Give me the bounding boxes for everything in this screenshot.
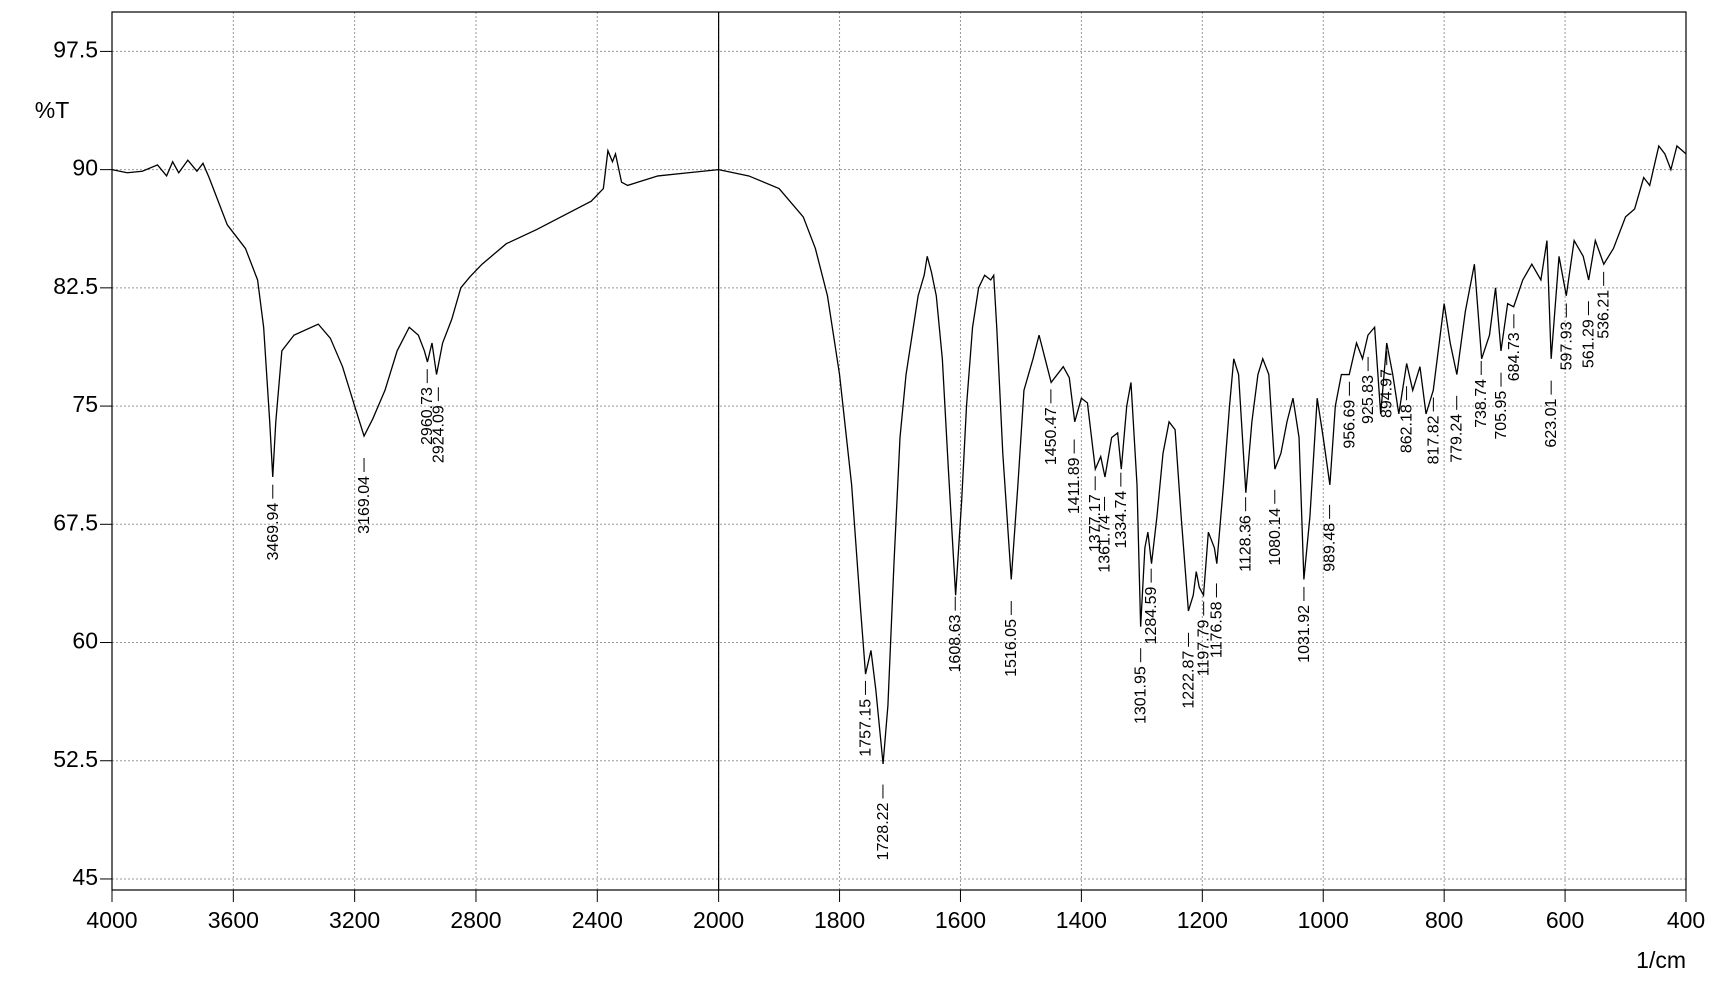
- y-tick-label: 52.5: [53, 746, 98, 772]
- peak-label: 1176.58: [1208, 601, 1225, 658]
- x-tick-label: 800: [1425, 907, 1463, 933]
- peak-label: 684.73: [1506, 332, 1523, 381]
- y-tick-label: 90: [72, 155, 98, 181]
- peak-label: 1377.17: [1087, 494, 1104, 552]
- peak-label: 1608.63: [947, 615, 964, 673]
- x-tick-label: 2400: [572, 907, 623, 933]
- y-tick-label: 97.5: [53, 36, 98, 62]
- x-tick-label: 1400: [1056, 907, 1107, 933]
- peak-label: 1361.74: [1097, 515, 1114, 573]
- x-tick-label: 2800: [450, 907, 501, 933]
- peak-label: 1516.05: [1003, 619, 1020, 677]
- peak-label: 925.83: [1360, 375, 1377, 424]
- x-tick-label: 1600: [935, 907, 986, 933]
- peak-label: 1757.15: [857, 699, 874, 757]
- x-tick-label: 2000: [693, 907, 744, 933]
- peak-label: 623.01: [1543, 399, 1560, 448]
- peak-label: 1128.36: [1238, 515, 1255, 572]
- peak-label: 817.82: [1425, 415, 1442, 464]
- peak-label: 894.97: [1379, 369, 1396, 418]
- peak-label: 956.69: [1341, 400, 1358, 449]
- x-tick-label: 1800: [814, 907, 865, 933]
- peak-label: 1080.14: [1267, 508, 1284, 566]
- spectrum-line: [111, 144, 1687, 764]
- peak-label: 597.93: [1558, 321, 1575, 370]
- x-tick-label: 3200: [329, 907, 380, 933]
- peak-label: 779.24: [1449, 414, 1466, 463]
- x-tick-label: 600: [1546, 907, 1584, 933]
- x-tick-label: 3600: [208, 907, 259, 933]
- peak-label: 3169.04: [356, 476, 373, 534]
- peak-label: 1728.22: [875, 802, 892, 860]
- peak-label: 2960.73: [419, 387, 436, 445]
- y-tick-label: 75: [72, 391, 98, 417]
- x-tick-label: 400: [1667, 907, 1705, 933]
- peak-label: 3469.94: [265, 503, 282, 561]
- peak-label: 738.74: [1473, 379, 1490, 428]
- x-axis-label: 1/cm: [1636, 947, 1686, 973]
- peak-label: 561.29: [1580, 319, 1597, 368]
- peak-label: 1197.79: [1196, 619, 1213, 676]
- x-tick-label: 1200: [1177, 907, 1228, 933]
- x-tick-label: 4000: [86, 907, 137, 933]
- plot-frame: [111, 11, 1687, 891]
- peak-label: 1284.59: [1143, 587, 1160, 645]
- y-tick-label: 60: [72, 628, 98, 654]
- peak-label: 1411.89: [1066, 457, 1083, 514]
- y-tick-label: 67.5: [53, 509, 98, 535]
- x-tick-label: 1000: [1298, 907, 1349, 933]
- peak-label: 536.21: [1596, 290, 1613, 339]
- y-tick-label: 82.5: [53, 273, 98, 299]
- peak-label: 1031.92: [1296, 605, 1313, 663]
- peak-label: 2924.09: [430, 405, 447, 463]
- peak-label: 1334.74: [1113, 491, 1130, 549]
- peak-label: 1222.87: [1180, 651, 1197, 709]
- y-axis-label: %T: [35, 97, 70, 123]
- peak-label: 1301.95: [1133, 666, 1150, 724]
- peak-label: 862.18: [1399, 404, 1416, 453]
- peak-label: 989.48: [1322, 523, 1339, 572]
- y-tick-label: 45: [72, 864, 98, 890]
- peak-label: 705.95: [1493, 391, 1510, 440]
- peak-label: 1450.47: [1043, 407, 1060, 465]
